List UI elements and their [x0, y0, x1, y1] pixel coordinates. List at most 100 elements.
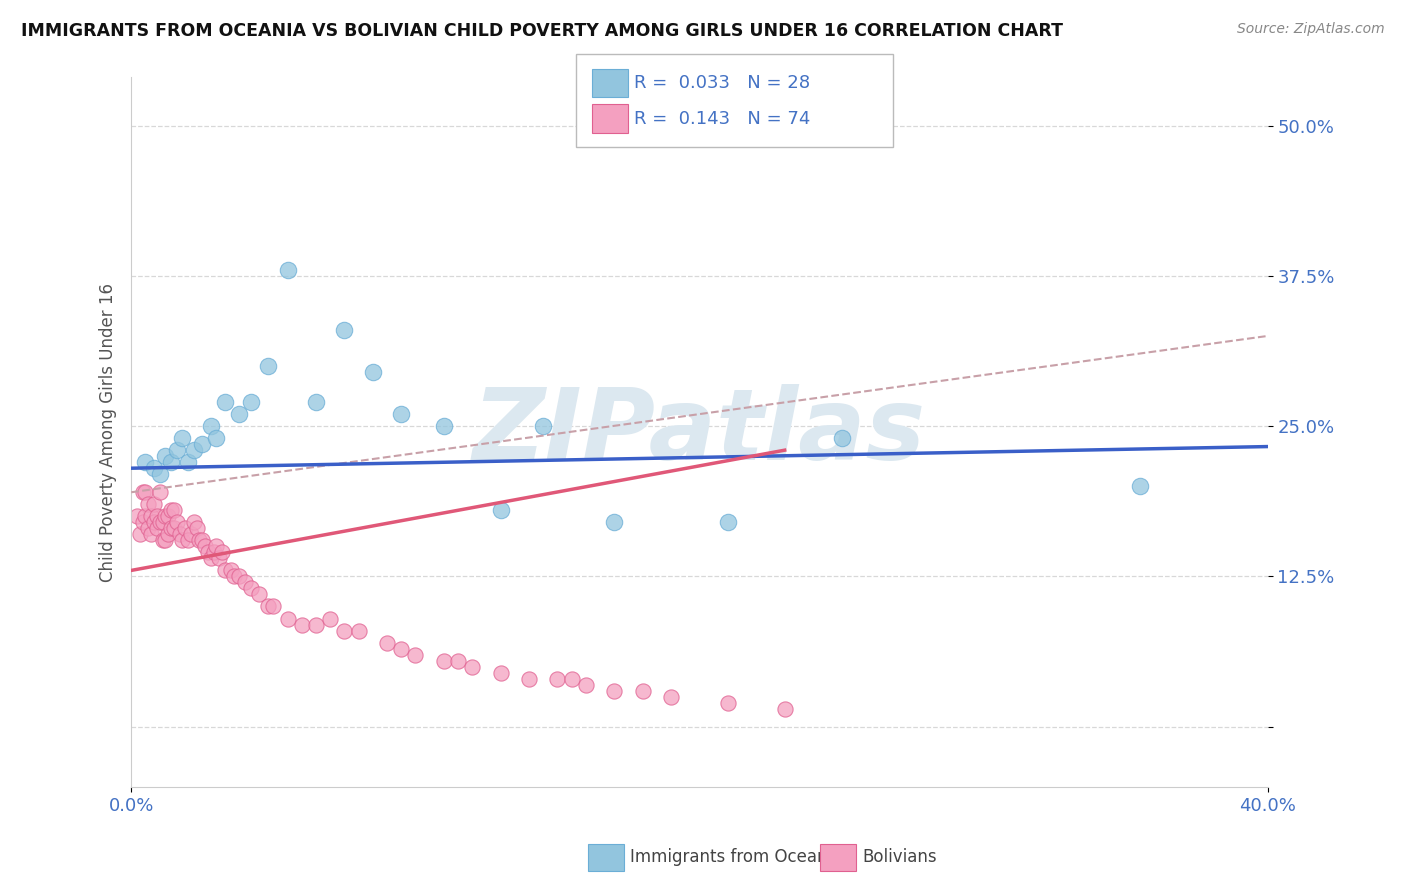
- Point: [546, 672, 568, 686]
- Point: [160, 521, 183, 535]
- Point: [160, 503, 183, 517]
- Point: [166, 443, 188, 458]
- Point: [191, 533, 214, 548]
- Point: [205, 540, 228, 554]
- Point: [489, 503, 512, 517]
- Point: [125, 509, 148, 524]
- Point: [404, 648, 426, 662]
- Point: [131, 516, 153, 530]
- Point: [211, 545, 233, 559]
- Point: [228, 569, 250, 583]
- Point: [333, 323, 356, 337]
- Point: [155, 449, 177, 463]
- Point: [228, 407, 250, 421]
- Point: [157, 509, 180, 524]
- Point: [717, 516, 740, 530]
- Point: [149, 516, 172, 530]
- Point: [139, 527, 162, 541]
- Point: [186, 521, 208, 535]
- Point: [160, 455, 183, 469]
- Point: [631, 683, 654, 698]
- Point: [191, 437, 214, 451]
- Point: [172, 431, 194, 445]
- Point: [166, 516, 188, 530]
- Point: [222, 569, 245, 583]
- Point: [389, 641, 412, 656]
- Point: [152, 516, 174, 530]
- Text: Immigrants from Oceania: Immigrants from Oceania: [630, 848, 842, 866]
- Point: [1129, 479, 1152, 493]
- Point: [361, 365, 384, 379]
- Point: [233, 575, 256, 590]
- Point: [200, 551, 222, 566]
- Point: [174, 521, 197, 535]
- Point: [603, 683, 626, 698]
- Point: [773, 701, 796, 715]
- Point: [433, 654, 456, 668]
- Point: [143, 461, 166, 475]
- Point: [239, 582, 262, 596]
- Point: [256, 599, 278, 614]
- Text: Source: ZipAtlas.com: Source: ZipAtlas.com: [1237, 22, 1385, 37]
- Point: [149, 467, 172, 482]
- Point: [183, 443, 205, 458]
- Point: [136, 521, 159, 535]
- Point: [575, 678, 598, 692]
- Point: [375, 635, 398, 649]
- Point: [831, 431, 853, 445]
- Point: [205, 431, 228, 445]
- Text: ZIPatlas: ZIPatlas: [472, 384, 927, 481]
- Point: [333, 624, 356, 638]
- Point: [146, 521, 169, 535]
- Point: [194, 540, 217, 554]
- Text: R =  0.143   N = 74: R = 0.143 N = 74: [634, 110, 810, 128]
- Point: [531, 419, 554, 434]
- Point: [291, 617, 314, 632]
- Point: [134, 455, 156, 469]
- Point: [134, 485, 156, 500]
- Point: [202, 545, 225, 559]
- Point: [517, 672, 540, 686]
- Point: [717, 696, 740, 710]
- Point: [197, 545, 219, 559]
- Point: [177, 455, 200, 469]
- Text: R =  0.033   N = 28: R = 0.033 N = 28: [634, 74, 810, 92]
- Point: [149, 485, 172, 500]
- Point: [389, 407, 412, 421]
- Point: [188, 533, 211, 548]
- Point: [219, 563, 242, 577]
- Point: [183, 516, 205, 530]
- Point: [155, 509, 177, 524]
- Point: [152, 533, 174, 548]
- Point: [180, 527, 202, 541]
- Point: [489, 665, 512, 680]
- Point: [603, 516, 626, 530]
- Point: [177, 533, 200, 548]
- Point: [208, 551, 231, 566]
- Point: [143, 516, 166, 530]
- Point: [239, 395, 262, 409]
- Point: [200, 419, 222, 434]
- Point: [276, 262, 298, 277]
- Point: [155, 533, 177, 548]
- Point: [169, 527, 191, 541]
- Point: [319, 611, 342, 625]
- Point: [433, 419, 456, 434]
- Point: [146, 509, 169, 524]
- Point: [163, 503, 186, 517]
- Point: [347, 624, 370, 638]
- Point: [136, 497, 159, 511]
- Point: [276, 611, 298, 625]
- Point: [461, 659, 484, 673]
- Point: [247, 587, 270, 601]
- Point: [157, 527, 180, 541]
- Point: [163, 521, 186, 535]
- Point: [262, 599, 284, 614]
- Text: Bolivians: Bolivians: [862, 848, 936, 866]
- Point: [256, 359, 278, 373]
- Point: [214, 395, 236, 409]
- Point: [128, 527, 150, 541]
- Point: [139, 509, 162, 524]
- Point: [143, 497, 166, 511]
- Point: [447, 654, 470, 668]
